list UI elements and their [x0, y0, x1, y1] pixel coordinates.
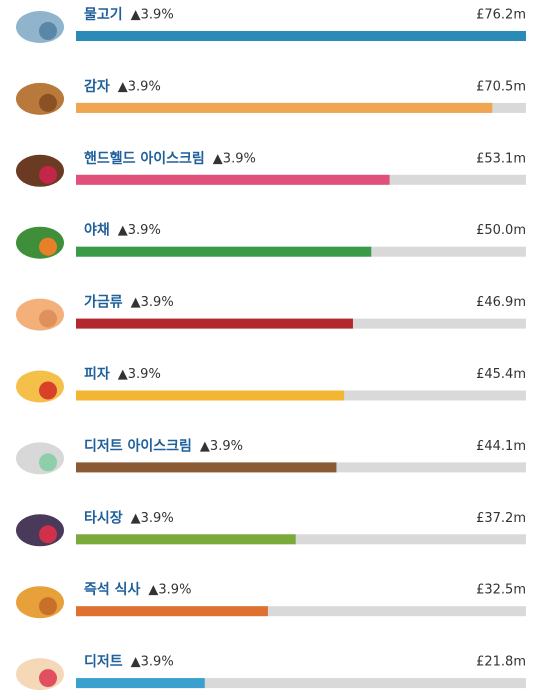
- icon: [39, 22, 57, 40]
- value-label: £45.4m: [476, 367, 526, 382]
- change-label: ▲3.9%: [131, 295, 174, 310]
- category-label: 즉석 식사: [84, 582, 141, 598]
- icon: [39, 381, 57, 400]
- category-label: 물고기: [84, 7, 123, 23]
- change-label: ▲3.9%: [131, 511, 174, 526]
- change-label: ▲3.9%: [200, 439, 243, 454]
- bar-track: [76, 534, 526, 545]
- bar: [76, 102, 493, 113]
- category-label: 디저트: [84, 654, 123, 670]
- category-label: 타시장: [84, 509, 123, 526]
- change-label: ▲3.9%: [131, 655, 174, 670]
- value-label: £76.2m: [476, 8, 526, 23]
- icon: [39, 237, 57, 256]
- value-label: £46.9m: [476, 295, 526, 310]
- category-label: 핸드헬드 아이스크림: [84, 150, 205, 167]
- icon: [39, 669, 57, 688]
- icon: [39, 525, 57, 544]
- bar: [76, 246, 372, 257]
- bar: [76, 390, 345, 401]
- bar: [76, 318, 353, 329]
- category-label: 피자: [84, 367, 110, 383]
- value-label: £70.5m: [476, 79, 526, 94]
- value-label: £37.2m: [476, 511, 526, 526]
- change-label: ▲3.9%: [131, 8, 174, 23]
- icon: [39, 165, 57, 184]
- change-label: ▲3.9%: [118, 367, 161, 382]
- icon: [39, 93, 57, 112]
- icon: [39, 453, 57, 472]
- category-label: 가금류: [84, 295, 123, 311]
- value-label: £50.0m: [476, 223, 526, 238]
- change-label: ▲3.9%: [118, 223, 161, 238]
- bar: [76, 31, 526, 41]
- icon: [39, 597, 57, 616]
- icon: [39, 309, 57, 328]
- bar: [76, 678, 205, 689]
- category-label: 디저트 아이스크림: [84, 437, 192, 454]
- bar: [76, 462, 337, 473]
- change-label: ▲3.9%: [118, 79, 161, 94]
- change-label: ▲3.9%: [213, 151, 256, 166]
- bar: [76, 606, 268, 617]
- bar-track: [76, 606, 526, 617]
- category-label: 야채: [84, 222, 110, 239]
- bar-track: [76, 678, 526, 689]
- value-label: £32.5m: [476, 583, 526, 598]
- bar: [76, 174, 390, 185]
- change-label: ▲3.9%: [148, 583, 191, 598]
- category-label: 감자: [84, 78, 110, 95]
- bar: [76, 534, 296, 545]
- value-label: £44.1m: [476, 439, 526, 454]
- value-label: £53.1m: [476, 151, 526, 166]
- value-label: £21.8m: [476, 655, 526, 670]
